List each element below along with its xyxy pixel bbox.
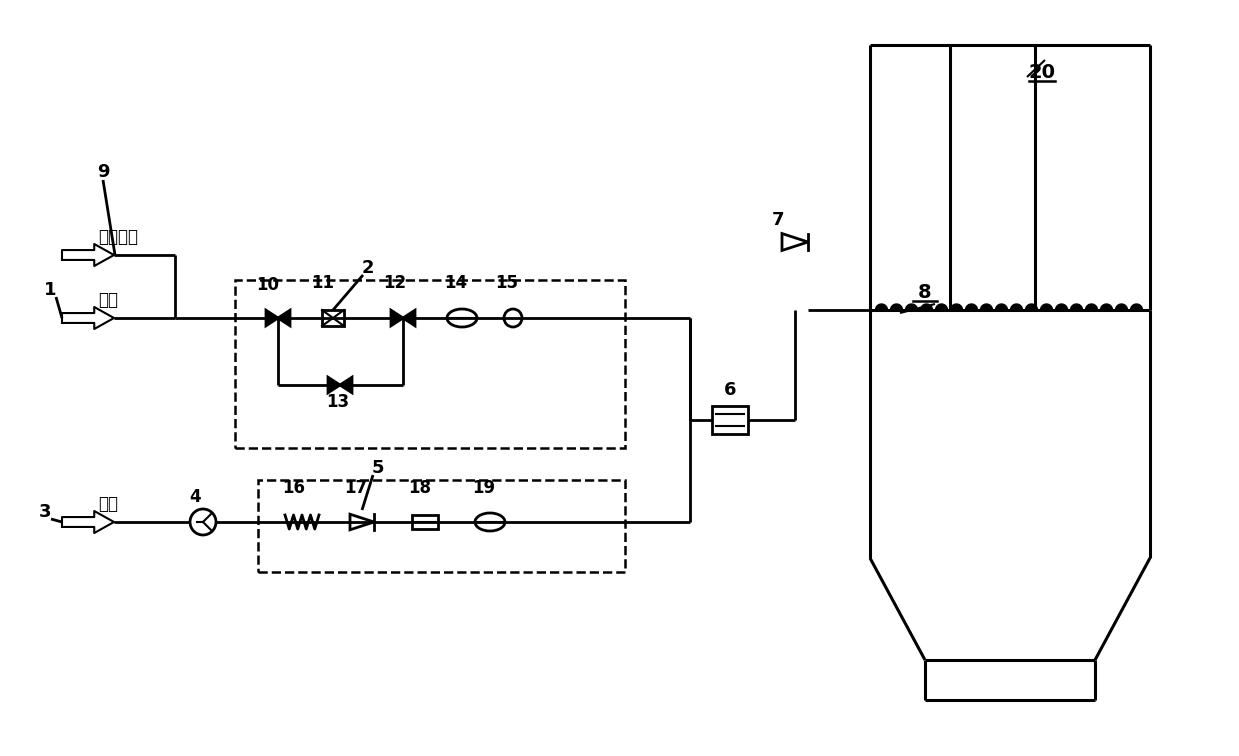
Polygon shape [278,310,290,326]
Polygon shape [1056,304,1068,310]
Bar [322,310,344,326]
Ellipse shape [447,309,477,327]
Polygon shape [1115,304,1127,310]
Text: 8: 8 [918,283,932,302]
Polygon shape [782,234,808,250]
Text: 5: 5 [372,459,384,477]
Polygon shape [1070,304,1083,310]
Polygon shape [349,514,374,530]
Polygon shape [921,304,933,310]
Text: 4: 4 [190,488,201,506]
Text: 吹扫氮气: 吹扫氮气 [98,228,138,246]
Text: 11: 11 [311,274,335,292]
Bar [258,480,624,572]
Text: 16: 16 [282,479,306,497]
Text: 18: 18 [409,479,431,497]
Polygon shape [965,304,978,310]
Text: 19: 19 [472,479,496,497]
Bar [712,406,748,434]
Text: 2: 2 [362,259,374,277]
Polygon shape [980,304,992,310]
Text: 7: 7 [772,211,784,229]
Circle shape [504,309,522,327]
Text: 14: 14 [445,274,467,292]
Polygon shape [266,310,278,326]
Polygon shape [1130,304,1142,310]
Circle shape [190,509,216,535]
Polygon shape [935,304,948,310]
Bar [413,515,439,529]
Text: 10: 10 [256,276,280,294]
Polygon shape [339,377,352,393]
Polygon shape [995,304,1007,310]
Polygon shape [1041,304,1052,310]
Polygon shape [1085,304,1098,310]
Polygon shape [1026,304,1037,310]
Polygon shape [1100,304,1113,310]
Polygon shape [906,304,918,310]
Polygon shape [328,377,339,393]
Text: 6: 6 [724,381,736,399]
Text: 1: 1 [43,281,56,299]
Polygon shape [876,304,887,310]
Polygon shape [392,310,403,326]
Text: 17: 17 [344,479,368,497]
Polygon shape [950,304,963,310]
Bar [235,280,624,448]
Text: 13: 13 [326,393,349,411]
Text: 20: 20 [1028,63,1056,82]
Polygon shape [403,310,415,326]
Text: 氨气: 氨气 [98,291,118,309]
Text: 12: 12 [383,274,406,292]
Text: 3: 3 [38,503,51,521]
Ellipse shape [475,513,506,531]
Text: 15: 15 [496,274,518,292]
Polygon shape [1011,304,1022,310]
Polygon shape [891,304,902,310]
Text: 空气: 空气 [98,495,118,513]
Text: 9: 9 [97,163,109,181]
